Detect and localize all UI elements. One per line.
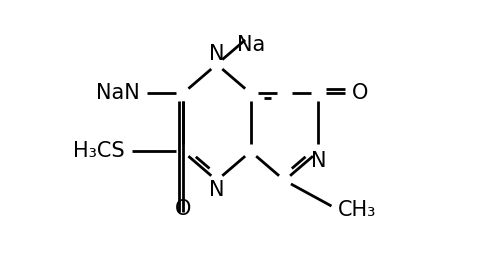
Text: CH₃: CH₃ [338, 200, 376, 220]
Text: N: N [209, 180, 225, 200]
Text: O: O [175, 199, 191, 219]
Text: Na: Na [237, 35, 265, 55]
Text: N: N [311, 151, 326, 171]
Text: O: O [352, 83, 369, 103]
Text: NaN: NaN [95, 83, 139, 103]
Text: N: N [209, 44, 225, 64]
Text: H₃CS: H₃CS [73, 141, 125, 161]
